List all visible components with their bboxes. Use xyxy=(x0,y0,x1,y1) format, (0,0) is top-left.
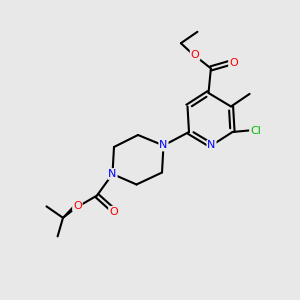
Text: O: O xyxy=(190,50,200,60)
Text: Cl: Cl xyxy=(250,125,261,136)
Text: N: N xyxy=(108,169,117,179)
Text: O: O xyxy=(229,58,238,68)
Text: N: N xyxy=(207,140,216,151)
Text: N: N xyxy=(159,140,168,151)
Text: O: O xyxy=(73,201,82,211)
Text: O: O xyxy=(109,207,118,217)
